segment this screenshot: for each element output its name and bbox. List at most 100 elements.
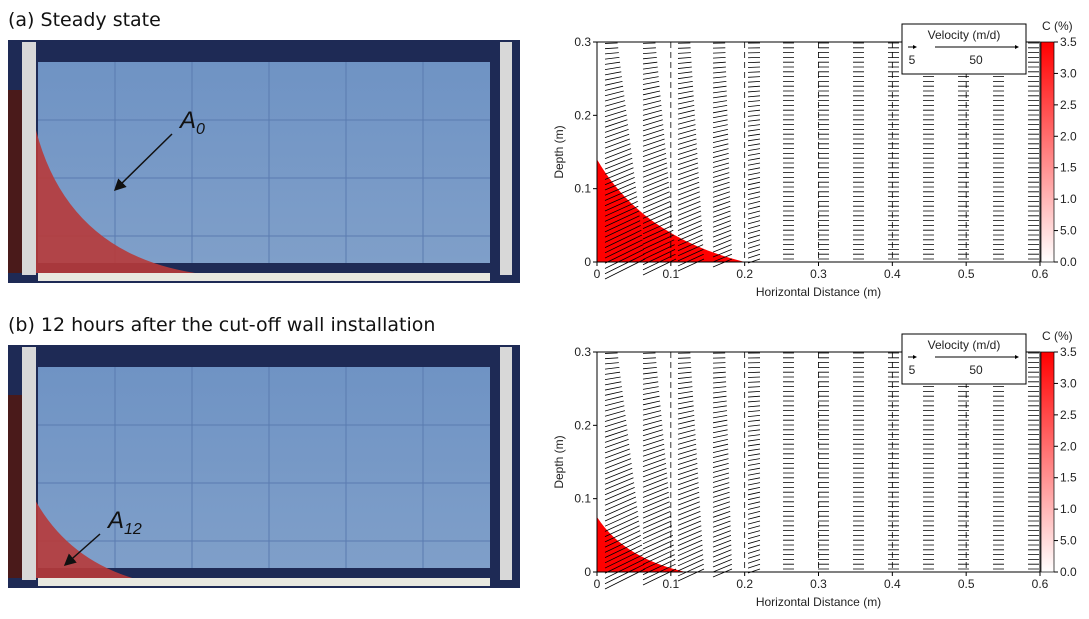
label-arrow: [113, 133, 173, 192]
velocity-arrows: [712, 42, 733, 268]
colorbar-label: 1.0: [1060, 502, 1077, 516]
velocity-arrows: [677, 352, 705, 582]
vector-plot: 0 0.1 0.2 0.3 0.4 0.5 0.6 0 0.1 0.2 0.3 Horizontal …: [552, 329, 1077, 609]
colorbar-label: 2.5: [1060, 408, 1077, 422]
colorbar-label: 2.0: [1060, 439, 1077, 453]
velocity-arrows: [1028, 352, 1039, 570]
velocity-arrows: [888, 42, 899, 260]
bottom-ruler: [38, 578, 490, 586]
y-tick-label: 0.1: [574, 492, 591, 506]
velocity-arrows: [923, 42, 934, 260]
x-tick-label: 0.3: [810, 577, 827, 591]
velocity-arrows: [604, 42, 646, 280]
velocity-arrows: [642, 352, 677, 586]
photo: A12: [8, 345, 520, 588]
tank-water: [38, 62, 490, 263]
colorbar-label: 1.5: [1060, 471, 1077, 485]
bottom-ruler: [38, 273, 490, 281]
velocity-arrows: [604, 352, 646, 590]
colorbar-label: 5.0: [1060, 534, 1077, 548]
photo: A0: [8, 40, 520, 283]
x-axis-label: Horizontal Distance (m): [756, 595, 881, 609]
velocity-arrows: [783, 352, 794, 570]
velocity-arrows: [993, 352, 1004, 570]
label-arrow: [63, 533, 101, 566]
velocity-legend: [901, 23, 1027, 75]
x-tick-label: 0: [594, 577, 601, 591]
y-tick-label: 0.2: [574, 108, 591, 122]
colorbar-label: 0.0: [1060, 255, 1077, 269]
photo-label: A12: [106, 507, 142, 538]
colorbar-title: C (%): [1042, 19, 1073, 33]
vector-plot: 0 0.1 0.2 0.3 0.4 0.5 0.6 0 0.1 0.2 0.3 Horizontal …: [552, 19, 1077, 299]
colorbar-label: 3.0: [1060, 66, 1077, 80]
colorbar-label: 0.0: [1060, 565, 1077, 579]
velocity-arrows: [958, 352, 969, 570]
velocity-arrows: [993, 42, 1004, 260]
y-axis-label: Depth (m): [552, 435, 566, 488]
plume-area: [597, 159, 745, 262]
x-tick-label: 0.6: [1032, 577, 1049, 591]
tank-water: [38, 367, 490, 568]
colorbar-label: 1.5: [1060, 161, 1077, 175]
velocity-legend: [901, 333, 1027, 385]
velocity-arrows: [783, 42, 794, 260]
velocity-arrows: [1028, 42, 1039, 260]
y-axis-label: Depth (m): [552, 125, 566, 178]
x-tick-label: 0.5: [958, 577, 975, 591]
velocity-arrows: [712, 352, 733, 578]
x-tick-label: 0.4: [884, 577, 901, 591]
velocity-arrows: [853, 42, 864, 260]
velocity-arrows: [888, 352, 899, 570]
x-tick-label: 0.6: [1032, 267, 1049, 281]
right-ruler: [500, 42, 512, 275]
left-bar: [8, 90, 22, 273]
x-tick-label: 0.2: [736, 577, 753, 591]
salt-plume: [36, 501, 133, 578]
plot-frame: [596, 351, 1041, 573]
left-bar: [8, 395, 22, 578]
legend-scale-large: 50: [969, 53, 983, 67]
colorbar-label: 3.5: [1060, 345, 1077, 359]
label-main: A: [106, 507, 124, 534]
legend-title: Velocity (m/d): [928, 28, 1001, 42]
legend-title: Velocity (m/d): [928, 338, 1001, 352]
photo-label: A0: [178, 107, 205, 138]
x-tick-label: 0.5: [958, 267, 975, 281]
colorbar: [1040, 41, 1055, 263]
x-tick-label: 0: [594, 267, 601, 281]
panel-title: (b) 12 hours after the cut-off wall inst…: [8, 314, 435, 336]
velocity-arrows: [642, 42, 677, 276]
x-tick-label: 0.4: [884, 267, 901, 281]
y-tick-label: 0: [584, 565, 591, 579]
colorbar-label: 3.5: [1060, 35, 1077, 49]
y-tick-label: 0.1: [574, 182, 591, 196]
label-main: A: [178, 107, 196, 134]
legend-scale-small: 5: [909, 363, 916, 377]
plume-area: [597, 517, 686, 572]
colorbar: [1040, 351, 1055, 573]
x-axis-label: Horizontal Distance (m): [756, 285, 881, 299]
y-tick-label: 0.2: [574, 418, 591, 432]
y-tick-label: 0: [584, 255, 591, 269]
colorbar-label: 2.0: [1060, 129, 1077, 143]
colorbar-label: 3.0: [1060, 376, 1077, 390]
colorbar-label: 1.0: [1060, 192, 1077, 206]
velocity-arrows: [853, 352, 864, 570]
legend-scale-large: 50: [969, 363, 983, 377]
plot-frame: [596, 41, 1041, 263]
colorbar-label: 5.0: [1060, 224, 1077, 238]
velocity-arrows: [747, 42, 761, 264]
label-sub: 0: [196, 121, 205, 138]
left-ruler: [22, 347, 36, 580]
velocity-arrows: [747, 352, 761, 574]
x-tick-label: 0.2: [736, 267, 753, 281]
velocity-arrows: [923, 352, 934, 570]
legend-scale-small: 5: [909, 53, 916, 67]
x-tick-label: 0.3: [810, 267, 827, 281]
colorbar-title: C (%): [1042, 329, 1073, 343]
y-tick-label: 0.3: [574, 35, 591, 49]
velocity-arrows: [958, 42, 969, 260]
